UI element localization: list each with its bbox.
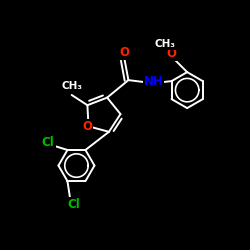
Text: O: O: [120, 46, 130, 59]
Text: NH: NH: [144, 75, 163, 88]
Text: O: O: [166, 47, 176, 60]
Text: Cl: Cl: [42, 136, 54, 149]
Text: O: O: [82, 120, 92, 133]
Text: CH₃: CH₃: [61, 81, 82, 91]
Text: Cl: Cl: [67, 198, 80, 211]
Text: CH₃: CH₃: [154, 39, 175, 49]
